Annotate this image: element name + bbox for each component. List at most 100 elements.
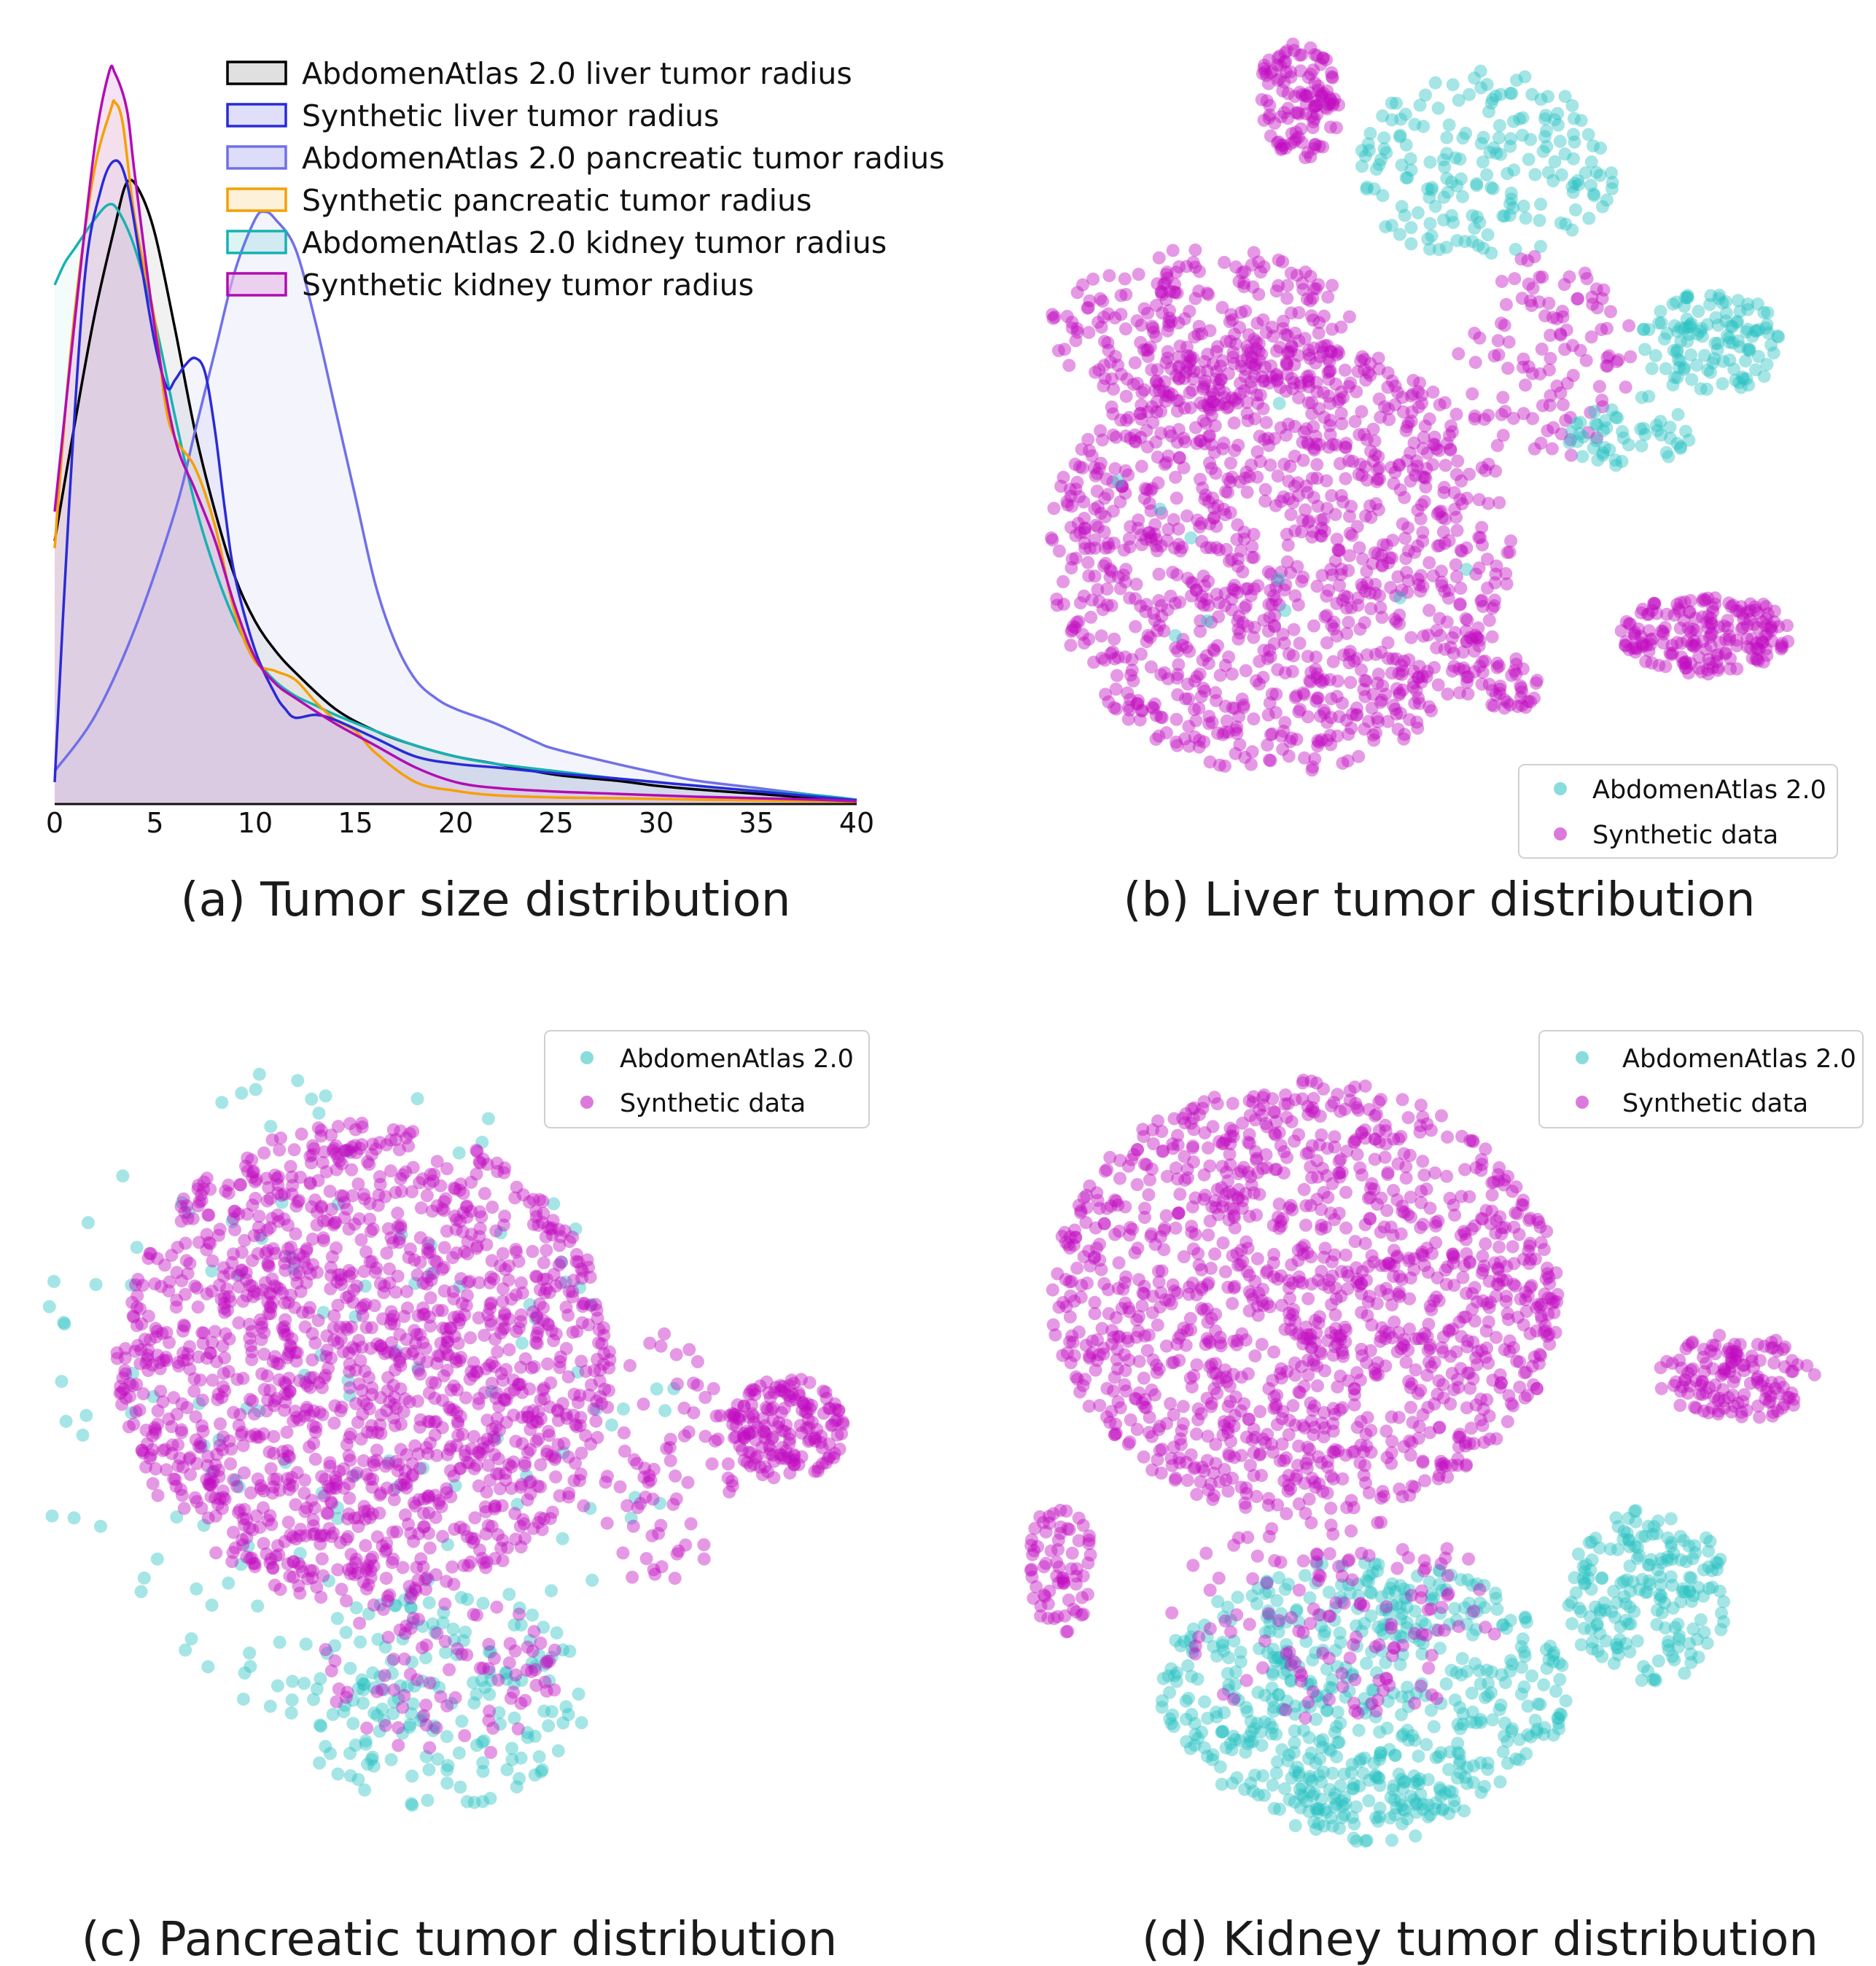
synthetic-point (353, 1616, 367, 1630)
synthetic-point (319, 1643, 332, 1656)
real-point (1541, 165, 1555, 179)
synthetic-point (1074, 596, 1087, 609)
synthetic-point (1232, 275, 1246, 289)
synthetic-point (1342, 454, 1355, 467)
caption-c: (c) Pancreatic tumor distribution (82, 1913, 838, 1966)
synthetic-point (1236, 616, 1250, 630)
synthetic-point (1355, 552, 1369, 566)
synthetic-point (1181, 677, 1195, 691)
synthetic-point (1292, 107, 1306, 121)
synthetic-point (217, 1430, 230, 1444)
synthetic-point (1112, 1256, 1126, 1270)
real-point (331, 1767, 345, 1781)
synthetic-point (355, 1120, 369, 1134)
synthetic-point (1332, 710, 1346, 724)
real-point (575, 1716, 588, 1730)
synthetic-point (413, 1352, 427, 1366)
synthetic-point (1541, 424, 1554, 437)
synthetic-point (1371, 547, 1385, 561)
synthetic-point (1357, 682, 1371, 696)
synthetic-point (421, 1415, 435, 1429)
synthetic-point (1188, 260, 1202, 274)
synthetic-point (1748, 604, 1762, 617)
legend-swatch-1 (226, 103, 287, 128)
synthetic-point (1230, 533, 1244, 547)
synthetic-point (1415, 397, 1429, 410)
synthetic-point (1371, 676, 1385, 690)
synthetic-point (1285, 339, 1299, 353)
real-point (1470, 179, 1484, 192)
synthetic-point (1355, 578, 1369, 592)
synthetic-point (1656, 625, 1670, 639)
real-point (507, 1677, 521, 1690)
synthetic-point (658, 1327, 672, 1341)
synthetic-point (1411, 539, 1425, 553)
synthetic-point (1634, 606, 1648, 620)
synthetic-point (525, 1361, 539, 1375)
synthetic-point (1336, 696, 1350, 710)
synthetic-point (502, 1343, 516, 1357)
synthetic-point (1106, 475, 1120, 488)
synthetic-point (623, 1359, 637, 1373)
synthetic-point (178, 1206, 192, 1220)
synthetic-point (1402, 653, 1416, 667)
synthetic-point (272, 1357, 286, 1370)
synthetic-point (1101, 537, 1115, 550)
synthetic-point (1530, 674, 1544, 687)
synthetic-point (1747, 617, 1761, 631)
synthetic-point (1400, 420, 1414, 434)
synthetic-point (1092, 461, 1106, 475)
synthetic-point (1194, 396, 1207, 410)
synthetic-point (830, 1428, 844, 1442)
synthetic-point (1704, 628, 1718, 641)
synthetic-point (470, 1167, 483, 1181)
real-point (1691, 327, 1705, 341)
synthetic-point (1687, 634, 1701, 648)
synthetic-point (1193, 733, 1207, 747)
synthetic-point (542, 1318, 556, 1332)
synthetic-point (1134, 599, 1148, 613)
legend-label-real: AbdomenAtlas 2.0 (1592, 776, 1826, 805)
synthetic-point (547, 1268, 561, 1282)
synthetic-point (1307, 525, 1320, 539)
synthetic-point (1426, 458, 1439, 472)
synthetic-point (328, 1399, 342, 1413)
synthetic-point (1311, 734, 1325, 748)
synthetic-point (1436, 525, 1450, 539)
synthetic-point (1141, 343, 1155, 356)
real-point (1670, 346, 1684, 359)
synthetic-point (1181, 572, 1195, 585)
synthetic-point (1416, 442, 1430, 456)
real-point (1553, 134, 1567, 148)
real-point (452, 1146, 466, 1160)
synthetic-point (744, 1446, 758, 1459)
synthetic-point (276, 1445, 289, 1459)
synthetic-point (1177, 432, 1191, 445)
synthetic-point (766, 1401, 780, 1415)
synthetic-point (1188, 703, 1201, 717)
synthetic-point (1229, 723, 1242, 737)
synthetic-point (1740, 619, 1754, 632)
synthetic-point (1364, 445, 1378, 458)
synthetic-point (1216, 442, 1230, 456)
synthetic-point (1298, 751, 1311, 765)
real-point (1600, 421, 1614, 435)
synthetic-point (1155, 507, 1169, 520)
real-point (1723, 354, 1737, 367)
synthetic-point (1299, 422, 1313, 436)
synthetic-point (1239, 582, 1253, 596)
synthetic-point (508, 1507, 522, 1521)
synthetic-point (467, 1462, 481, 1475)
synthetic-point (1304, 150, 1318, 163)
synthetic-point (1226, 701, 1239, 715)
synthetic-point (243, 1331, 257, 1345)
synthetic-point (1160, 265, 1174, 279)
synthetic-point (1556, 398, 1570, 412)
synthetic-point (1163, 284, 1177, 298)
real-point (1559, 217, 1573, 231)
synthetic-point (1420, 461, 1433, 475)
synthetic-point (1422, 556, 1436, 569)
synthetic-point (425, 1204, 439, 1218)
synthetic-point (1229, 260, 1243, 274)
synthetic-point (1407, 436, 1421, 450)
